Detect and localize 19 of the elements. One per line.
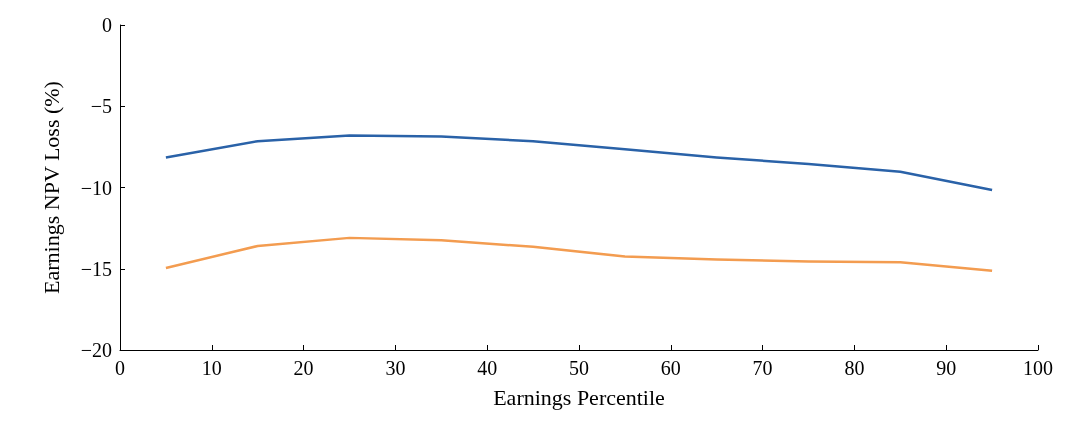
x-axis-title: Earnings Percentile <box>493 384 665 410</box>
line-series <box>164 236 994 273</box>
x-tick-label: 50 <box>569 357 589 379</box>
y-tick-label: −5 <box>90 95 112 118</box>
x-tick-label: 100 <box>1023 357 1053 379</box>
x-tick-label: 80 <box>844 357 865 379</box>
y-tick-label: −10 <box>80 176 112 199</box>
y-tick-label: −20 <box>80 339 112 361</box>
line-series <box>164 134 994 192</box>
x-tick-label: 90 <box>936 357 957 379</box>
y-tick-label: −15 <box>80 257 112 280</box>
x-tick-label: 70 <box>752 357 773 379</box>
y-axis-title: Earnings NPV Loss (%) <box>38 81 64 294</box>
x-tick-label: 10 <box>201 357 222 379</box>
x-tick-label: 60 <box>660 357 681 379</box>
x-tick-label: 20 <box>293 357 314 379</box>
x-tick-label: 40 <box>477 357 498 379</box>
y-tick-label: 0 <box>102 14 112 36</box>
x-tick-label: 30 <box>385 357 406 379</box>
